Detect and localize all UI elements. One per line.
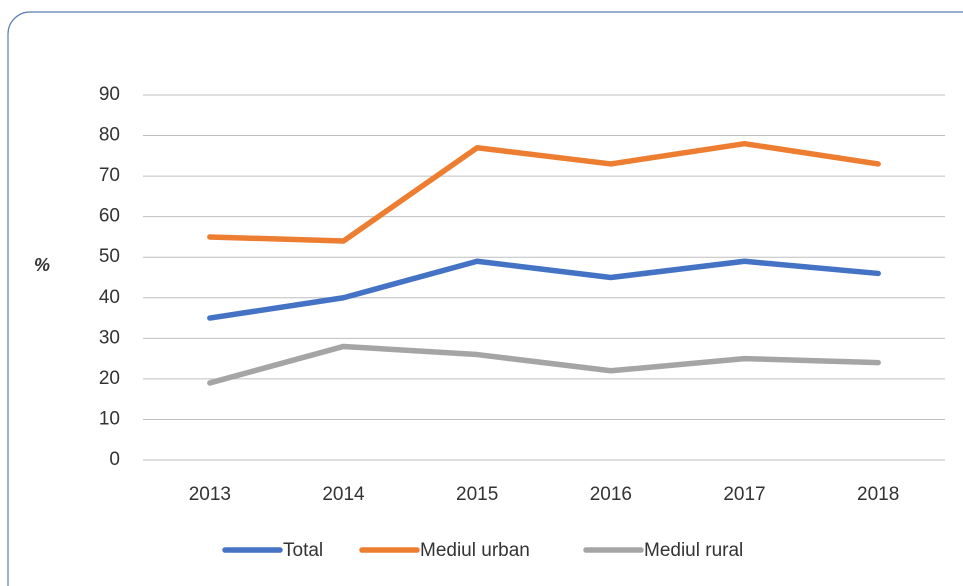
y-axis-label: % (34, 255, 50, 275)
card-border (7, 11, 963, 586)
y-tick-label: 0 (109, 449, 120, 470)
series-line (207, 343, 881, 386)
y-tick-label: 20 (99, 368, 120, 389)
legend-label: Mediul rural (644, 540, 743, 561)
x-tick-label: 2017 (723, 484, 765, 505)
series-line (207, 140, 881, 244)
x-tick-label: 2015 (456, 484, 498, 505)
y-tick-label: 60 (99, 206, 120, 227)
y-tick-label: 80 (99, 125, 120, 146)
x-tick-label: 2018 (857, 484, 899, 505)
legend-label: Total (283, 540, 323, 561)
y-tick-label: 90 (99, 84, 120, 105)
y-tick-label: 30 (99, 327, 120, 348)
x-tick-label: 2014 (322, 484, 365, 505)
series-line (207, 258, 881, 321)
y-tick-label: 10 (99, 408, 120, 429)
y-tick-label: 40 (99, 287, 120, 308)
y-tick-label: 70 (99, 165, 120, 186)
x-tick-label: 2016 (590, 484, 632, 505)
legend-label: Mediul urban (420, 540, 530, 561)
x-tick-label: 2013 (189, 484, 231, 505)
y-tick-label: 50 (99, 246, 120, 267)
